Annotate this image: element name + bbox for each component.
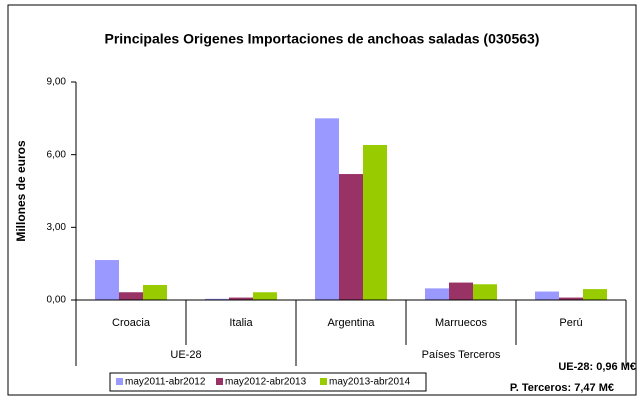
x-tick-label: Croacia [112, 317, 151, 329]
group-label: UE-28 [170, 349, 201, 361]
legend-swatch [320, 378, 327, 385]
legend-swatch [116, 378, 123, 385]
bar [339, 174, 363, 300]
legend-label: may2012-abr2013 [225, 377, 307, 388]
bar [583, 289, 607, 300]
x-tick-label: Marruecos [435, 317, 487, 329]
bar [425, 288, 449, 300]
y-tick-label: 3,00 [47, 222, 67, 233]
legend-label: may2013-abr2014 [329, 377, 411, 388]
y-tick-label: 6,00 [47, 149, 67, 160]
bar [119, 292, 143, 300]
bar [205, 298, 229, 300]
bar [363, 144, 387, 300]
group-label: Países Terceros [422, 349, 501, 361]
x-tick-label: Italia [229, 317, 253, 329]
bar [559, 297, 583, 300]
bar [95, 260, 119, 300]
bar [229, 297, 253, 300]
legend-swatch [216, 378, 223, 385]
bar [315, 118, 339, 300]
bar [449, 282, 473, 300]
bar [535, 291, 559, 300]
x-tick-label: Perú [559, 317, 582, 329]
annotation: P. Terceros: 7,47 M€ [510, 382, 614, 394]
bar [253, 292, 277, 300]
y-tick-label: 0,00 [47, 295, 67, 306]
legend-label: may2011-abr2012 [125, 377, 206, 388]
annotation: UE-28: 0,96 M€ [558, 361, 636, 373]
x-tick-label: Argentina [327, 317, 375, 329]
chart-title: Principales Origenes Importaciones de an… [105, 31, 540, 47]
bar [473, 284, 497, 300]
y-axis-label: Millones de euros [14, 140, 28, 242]
legend-box [109, 372, 427, 392]
bar [143, 284, 167, 300]
y-tick-label: 9,00 [47, 77, 67, 88]
